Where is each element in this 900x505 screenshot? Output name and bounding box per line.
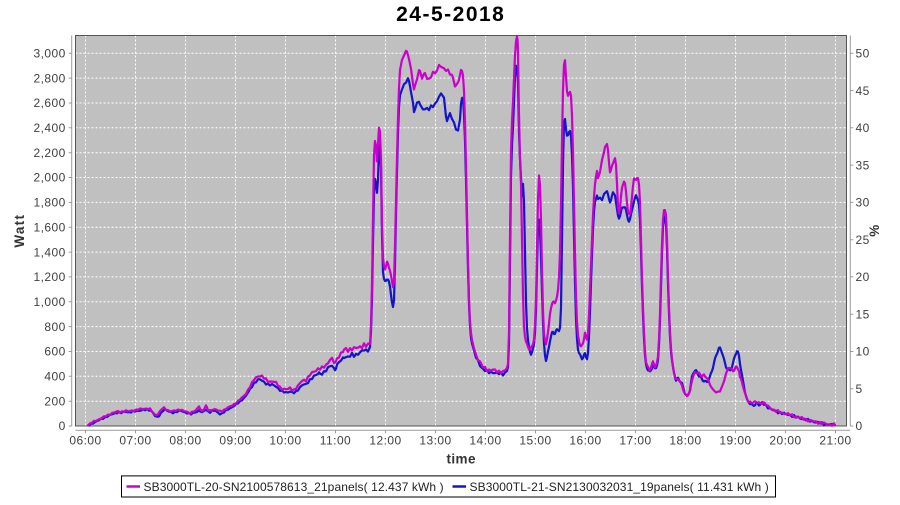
svg-text:25: 25	[856, 233, 870, 247]
svg-text:45: 45	[856, 84, 870, 98]
svg-text:2,000: 2,000	[34, 171, 66, 185]
svg-text:1,400: 1,400	[34, 245, 66, 259]
svg-text:600: 600	[44, 345, 65, 359]
svg-text:3,000: 3,000	[34, 47, 66, 61]
svg-text:18:00: 18:00	[669, 434, 701, 448]
svg-text:40: 40	[856, 121, 870, 135]
svg-text:2,400: 2,400	[34, 121, 66, 135]
svg-text:14:00: 14:00	[469, 434, 501, 448]
svg-text:15:00: 15:00	[519, 434, 551, 448]
svg-text:13:00: 13:00	[419, 434, 451, 448]
svg-text:15: 15	[856, 307, 870, 321]
svg-text:time: time	[447, 452, 476, 467]
svg-text:11:00: 11:00	[320, 434, 351, 448]
svg-text:20: 20	[856, 270, 870, 284]
svg-text:SB3000TL-20-SN2100578613_21pan: SB3000TL-20-SN2100578613_21panels( 12.43…	[144, 480, 444, 494]
svg-text:20:00: 20:00	[769, 434, 801, 448]
svg-text:35: 35	[856, 158, 870, 172]
svg-text:12:00: 12:00	[369, 434, 401, 448]
svg-text:08:00: 08:00	[169, 434, 201, 448]
svg-text:19:00: 19:00	[719, 434, 751, 448]
svg-text:0: 0	[59, 419, 66, 433]
svg-text:1,000: 1,000	[34, 295, 66, 309]
svg-text:%: %	[867, 225, 882, 237]
svg-text:21:00: 21:00	[819, 434, 851, 448]
svg-text:SB3000TL-21-SN2130032031_19pan: SB3000TL-21-SN2130032031_19panels( 11.43…	[470, 480, 769, 494]
svg-text:1,800: 1,800	[34, 196, 66, 210]
svg-text:2,600: 2,600	[34, 96, 66, 110]
svg-text:1,600: 1,600	[34, 220, 66, 234]
svg-text:1,200: 1,200	[34, 270, 66, 284]
svg-text:07:00: 07:00	[119, 434, 151, 448]
svg-text:10:00: 10:00	[269, 434, 301, 448]
svg-text:30: 30	[856, 196, 870, 210]
svg-text:17:00: 17:00	[619, 434, 651, 448]
svg-text:Watt: Watt	[12, 214, 27, 248]
svg-text:2,800: 2,800	[34, 71, 66, 85]
svg-text:16:00: 16:00	[569, 434, 601, 448]
svg-text:0: 0	[856, 419, 863, 433]
svg-text:24-5-2018: 24-5-2018	[396, 3, 505, 26]
svg-text:200: 200	[44, 394, 65, 408]
svg-text:5: 5	[856, 382, 863, 396]
svg-text:800: 800	[44, 320, 65, 334]
svg-text:2,200: 2,200	[34, 146, 66, 160]
svg-text:06:00: 06:00	[69, 434, 101, 448]
svg-text:09:00: 09:00	[219, 434, 251, 448]
svg-text:400: 400	[44, 370, 65, 384]
svg-text:50: 50	[856, 47, 870, 61]
svg-text:10: 10	[856, 345, 870, 359]
